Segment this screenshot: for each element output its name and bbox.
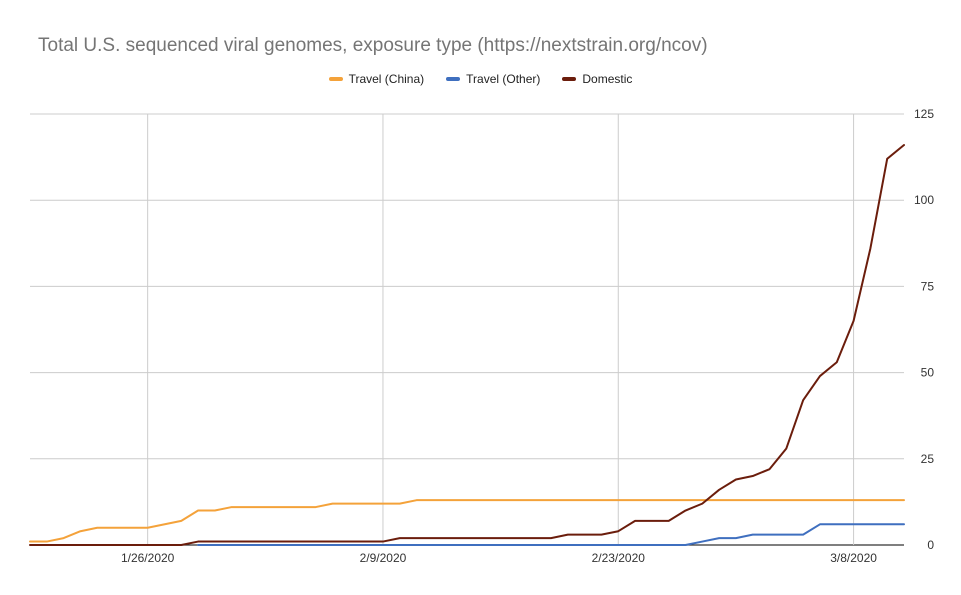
series-line-travel-china[interactable] [29,499,905,543]
x-tick-label: 1/26/2020 [121,551,175,565]
legend-label-travel-china: Travel (China) [348,72,425,86]
series-line-domestic[interactable] [29,144,905,546]
legend-swatch-travel-other [446,77,461,81]
x-tick-label: 2/9/2020 [360,551,407,565]
legend-label-travel-other: Travel (Other) [466,72,541,86]
x-tick-label: 2/23/2020 [592,551,646,565]
y-tick-label: 50 [921,366,935,380]
chart-legend: Travel (China) Travel (Other) Domestic [0,72,961,86]
y-tick-label: 75 [921,279,935,293]
y-tick-label: 0 [927,538,934,552]
axis-layer: 0 25 50 75 100 125 1/26/2020 2/9/2020 2/23/2020 3… [121,107,934,565]
series-layer [29,144,905,546]
legend-item-domestic[interactable]: Domestic [562,72,632,86]
legend-swatch-travel-china [328,77,343,81]
chart-title: Total U.S. sequenced viral genomes, expo… [38,35,708,56]
grid-layer [30,113,904,546]
series-line-travel-other[interactable] [197,523,905,546]
x-tick-label: 3/8/2020 [830,551,877,565]
legend-item-travel-other[interactable]: Travel (Other) [446,72,540,86]
legend-swatch-domestic [562,77,577,81]
y-tick-label: 100 [914,193,934,207]
legend-label-domestic: Domestic [582,72,633,86]
y-tick-label: 125 [914,107,934,121]
legend-item-travel-china[interactable]: Travel (China) [328,72,425,86]
y-tick-label: 25 [921,452,935,466]
